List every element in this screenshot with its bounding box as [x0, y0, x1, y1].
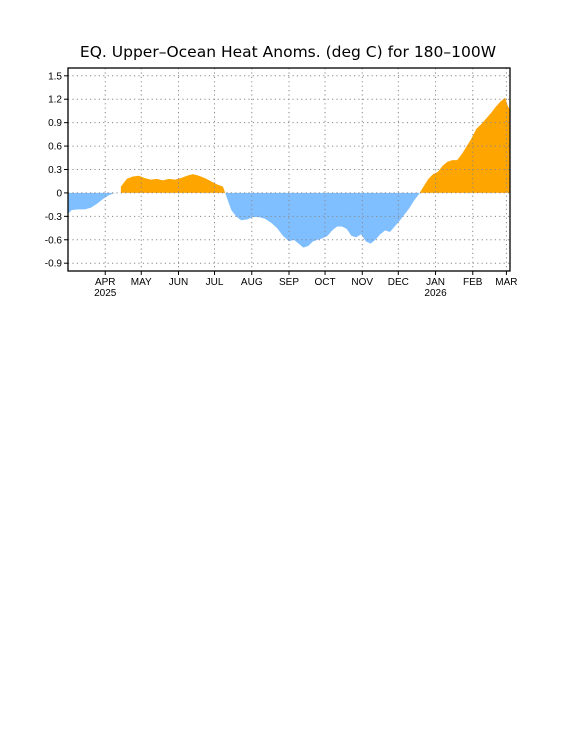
x-tick-label: AUG	[241, 277, 263, 288]
y-tick-label: 0.6	[48, 142, 62, 153]
y-tick-label: -0.6	[45, 235, 63, 246]
positive-anomaly-area	[120, 174, 226, 193]
x-tick-label: DEC	[388, 277, 409, 288]
negative-anomaly-area	[68, 192, 115, 214]
y-tick-label: -0.3	[45, 212, 63, 223]
x-tick-label: MAR	[495, 277, 517, 288]
x-tick-label: NOV	[351, 277, 373, 288]
x-tick-label: JAN	[426, 277, 445, 288]
x-tick-label: JUL	[206, 277, 224, 288]
y-tick-label: 0.3	[48, 165, 62, 176]
x-tick-label: OCT	[314, 277, 335, 288]
x-tick-label: MAY	[131, 277, 152, 288]
chart-title: EQ. Upper–Ocean Heat Anoms. (deg C) for …	[80, 43, 496, 61]
x-tick-label: SEP	[279, 277, 299, 288]
x-tick-label: JUN	[169, 277, 188, 288]
plot-frame	[67, 67, 511, 272]
x-year-label: 2026	[424, 288, 447, 299]
x-tick-label: APR	[95, 277, 116, 288]
negative-anomaly-area	[225, 192, 420, 248]
grid-layer	[68, 68, 510, 271]
y-tick-label: 0	[56, 188, 62, 199]
y-tick-label: 0.9	[48, 118, 62, 129]
x-year-label: 2025	[94, 288, 117, 299]
y-tick-label: 1.5	[48, 71, 62, 82]
y-tick-label: -0.9	[45, 259, 63, 270]
y-tick-label: 1.2	[48, 95, 62, 106]
x-tick-label: FEB	[463, 277, 483, 288]
